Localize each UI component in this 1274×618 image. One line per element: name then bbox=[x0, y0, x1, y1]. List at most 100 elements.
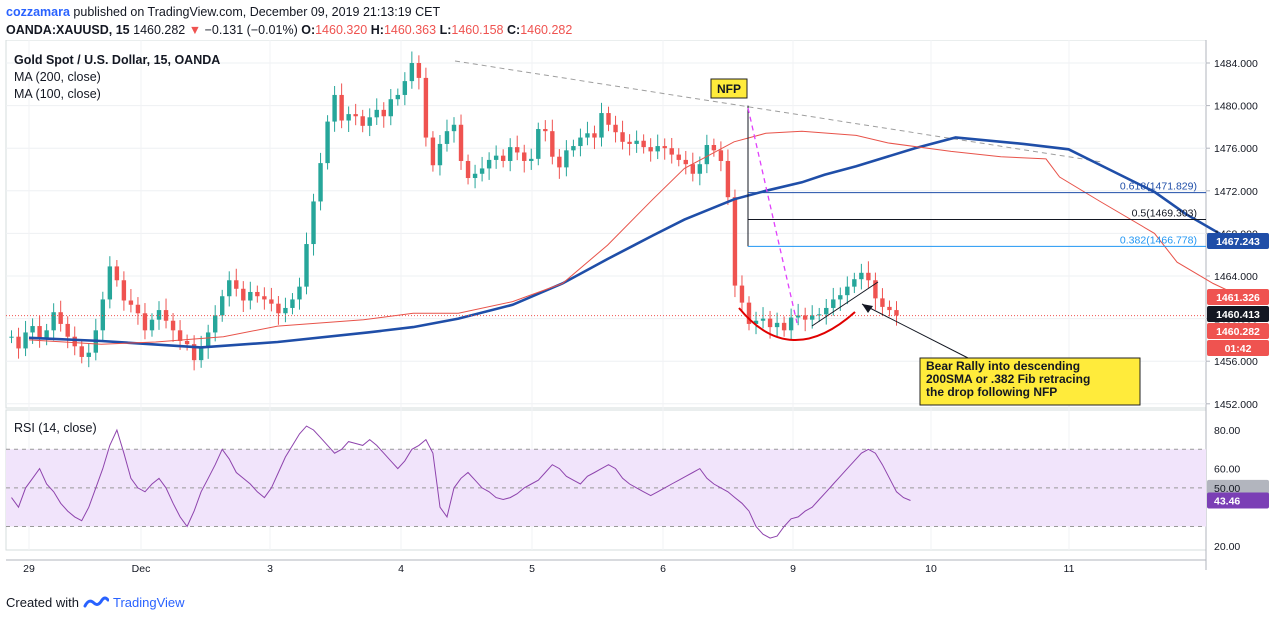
candle[interactable] bbox=[241, 281, 246, 312]
candle[interactable] bbox=[121, 271, 127, 311]
candle[interactable] bbox=[184, 334, 190, 351]
candle[interactable] bbox=[205, 324, 211, 359]
candle[interactable] bbox=[191, 335, 197, 371]
candle[interactable] bbox=[732, 189, 738, 298]
rsi-pane[interactable] bbox=[6, 425, 1206, 539]
candle[interactable] bbox=[522, 144, 527, 173]
candle[interactable] bbox=[859, 263, 864, 290]
candle[interactable] bbox=[409, 51, 415, 89]
candle[interactable] bbox=[325, 115, 330, 170]
candle[interactable] bbox=[592, 125, 597, 150]
candle[interactable] bbox=[641, 134, 646, 154]
tradingview-link[interactable]: TradingView bbox=[112, 594, 185, 610]
candle[interactable] bbox=[255, 285, 260, 303]
candle[interactable] bbox=[416, 55, 422, 90]
candle[interactable] bbox=[212, 305, 218, 342]
candle[interactable] bbox=[578, 128, 583, 157]
candle[interactable] bbox=[51, 303, 56, 341]
candle[interactable] bbox=[170, 313, 176, 342]
candle[interactable] bbox=[564, 140, 569, 177]
candle[interactable] bbox=[606, 106, 611, 132]
candle[interactable] bbox=[276, 296, 281, 325]
candle[interactable] bbox=[339, 83, 344, 129]
candle[interactable] bbox=[9, 330, 14, 344]
candle[interactable] bbox=[269, 287, 274, 312]
candle[interactable] bbox=[824, 299, 829, 325]
candle[interactable] bbox=[262, 287, 267, 310]
author-link[interactable]: cozzamara bbox=[6, 5, 70, 19]
candle[interactable] bbox=[458, 114, 464, 170]
candle[interactable] bbox=[873, 272, 878, 310]
candle[interactable] bbox=[739, 275, 745, 312]
candle[interactable] bbox=[465, 154, 471, 185]
candle[interactable] bbox=[795, 303, 801, 326]
candle[interactable] bbox=[536, 122, 541, 166]
candle[interactable] bbox=[585, 121, 590, 146]
candle[interactable] bbox=[788, 308, 794, 341]
candle[interactable] bbox=[297, 277, 302, 310]
candle[interactable] bbox=[304, 232, 309, 295]
candle[interactable] bbox=[493, 145, 499, 169]
candle[interactable] bbox=[831, 287, 836, 316]
candle[interactable] bbox=[880, 288, 885, 316]
candle[interactable] bbox=[234, 268, 239, 297]
candle[interactable] bbox=[817, 307, 822, 322]
candle[interactable] bbox=[79, 339, 84, 364]
candle[interactable] bbox=[100, 291, 106, 342]
candle[interactable] bbox=[423, 67, 429, 147]
candle[interactable] bbox=[852, 272, 857, 294]
candle[interactable] bbox=[507, 138, 513, 172]
candle[interactable] bbox=[648, 138, 653, 162]
candle[interactable] bbox=[451, 117, 457, 143]
candle[interactable] bbox=[227, 271, 232, 307]
candle[interactable] bbox=[662, 138, 667, 160]
candle[interactable] bbox=[135, 297, 141, 325]
candle[interactable] bbox=[802, 307, 808, 332]
candle[interactable] bbox=[704, 134, 710, 174]
candle[interactable] bbox=[44, 323, 49, 346]
candle[interactable] bbox=[760, 307, 766, 329]
candle[interactable] bbox=[620, 120, 625, 150]
candle[interactable] bbox=[529, 148, 534, 170]
candle[interactable] bbox=[220, 289, 225, 322]
candle[interactable] bbox=[402, 72, 408, 106]
candle[interactable] bbox=[311, 193, 316, 256]
candle[interactable] bbox=[557, 149, 562, 179]
candle[interactable] bbox=[683, 150, 688, 175]
candle[interactable] bbox=[290, 293, 295, 315]
candle[interactable] bbox=[711, 138, 717, 157]
candle[interactable] bbox=[599, 102, 604, 147]
candle[interactable] bbox=[198, 335, 204, 368]
candle[interactable] bbox=[746, 296, 752, 331]
candle[interactable] bbox=[810, 305, 815, 329]
candle[interactable] bbox=[500, 149, 506, 168]
candle[interactable] bbox=[655, 134, 660, 160]
candle[interactable] bbox=[472, 164, 478, 189]
candle[interactable] bbox=[395, 88, 401, 106]
candle[interactable] bbox=[332, 86, 337, 132]
candle[interactable] bbox=[613, 115, 618, 143]
candle[interactable] bbox=[107, 256, 113, 309]
candle[interactable] bbox=[571, 139, 576, 157]
candle[interactable] bbox=[774, 312, 780, 337]
candle[interactable] bbox=[381, 102, 386, 128]
candle[interactable] bbox=[86, 343, 91, 368]
candle[interactable] bbox=[37, 315, 42, 348]
candle[interactable] bbox=[486, 152, 492, 180]
candle[interactable] bbox=[142, 303, 148, 340]
candle[interactable] bbox=[128, 288, 134, 313]
candle[interactable] bbox=[444, 119, 450, 152]
candle[interactable] bbox=[16, 327, 21, 359]
candle[interactable] bbox=[543, 120, 548, 142]
candle[interactable] bbox=[781, 316, 787, 337]
candle[interactable] bbox=[23, 320, 28, 357]
candle[interactable] bbox=[697, 156, 703, 186]
candle[interactable] bbox=[669, 137, 674, 164]
candle[interactable] bbox=[725, 149, 731, 205]
candle[interactable] bbox=[367, 108, 372, 137]
candle[interactable] bbox=[550, 119, 555, 165]
candle[interactable] bbox=[283, 297, 288, 323]
candle[interactable] bbox=[65, 316, 70, 349]
candle[interactable] bbox=[866, 261, 871, 288]
candle[interactable] bbox=[634, 130, 639, 153]
